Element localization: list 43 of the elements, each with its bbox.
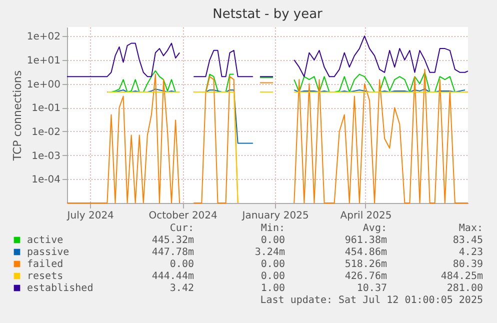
text: 281.00 (446, 283, 483, 294)
y-tick-label: 1e-03 (32, 150, 60, 162)
text: 426.76m (344, 271, 387, 282)
text: 484.25m (440, 271, 483, 282)
text: 83.45 (452, 235, 483, 246)
text: Last update: Sat Jul 12 01:00:05 2025 (260, 295, 483, 306)
x-tick-label: July 2024 (66, 210, 114, 222)
text: 3.24m (254, 247, 285, 258)
text: 1.00 (260, 283, 285, 294)
text: 0.00 (260, 259, 285, 270)
legend-label: resets (27, 271, 64, 282)
text: 10.37 (356, 283, 387, 294)
legend-label: established (27, 283, 94, 294)
text: 961.38m (344, 235, 387, 246)
text: 0.00 (260, 271, 285, 282)
text: Min: (260, 223, 285, 234)
text: 80.39 (452, 259, 483, 270)
text: 447.78m (152, 247, 194, 258)
x-tick-label: October 2024 (148, 210, 218, 222)
text: Max: (458, 223, 483, 234)
text: 518.26m (344, 259, 387, 270)
y-axis-title: TCP connections (10, 70, 24, 162)
legend-label: failed (27, 259, 64, 270)
text: 0.00 (260, 235, 285, 246)
text: 0.00 (170, 259, 194, 270)
y-tick-label: 1e+00 (26, 79, 60, 90)
text: Cur: (170, 223, 194, 234)
y-tick-label: 1e+02 (26, 32, 60, 43)
y-tick-label: 1e+01 (26, 55, 60, 66)
y-tick-label: 1e-01 (32, 103, 60, 114)
y-tick-label: 1e-02 (32, 126, 60, 138)
legend-label: passive (27, 247, 70, 258)
legend-label: active (27, 235, 64, 246)
text: 445.32m (152, 235, 194, 246)
text: 4.23 (458, 247, 483, 258)
text: 454.86m (344, 247, 387, 258)
text: Avg: (362, 223, 387, 234)
text: 444.44m (152, 271, 194, 282)
text: 3.42 (170, 283, 194, 294)
x-tick-label: April 2025 (340, 210, 392, 222)
chart-title: Netstat - by year (212, 7, 324, 22)
x-tick-label: January 2025 (241, 210, 309, 222)
y-tick-label: 1e-04 (32, 174, 60, 186)
